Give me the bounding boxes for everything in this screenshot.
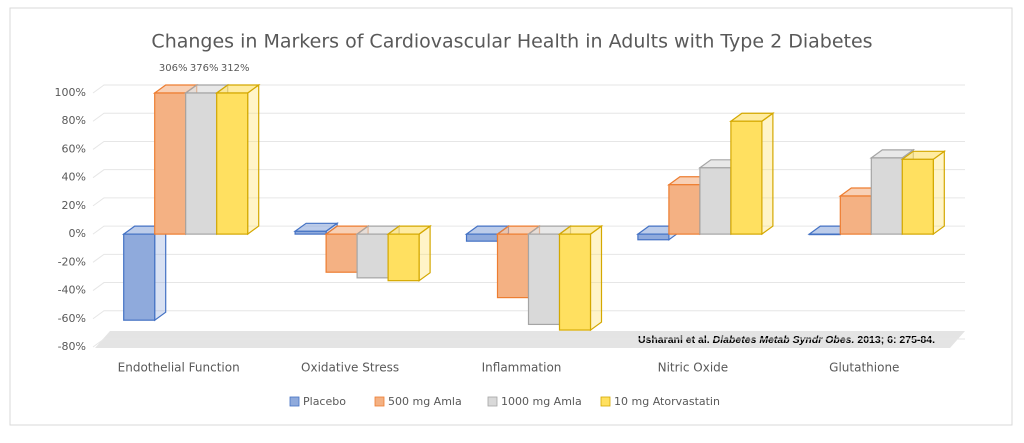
y-tick-label: 40% [62,171,86,184]
x-tick-label: Nitric Oxide [658,361,729,375]
bar [185,92,218,235]
bar [216,92,249,235]
bar [294,230,327,235]
bar [839,195,872,235]
bar-side [247,83,260,236]
bar [123,233,156,321]
x-tick-label: Glutathione [829,361,899,375]
annotation-citation: 2013; 6: 275-84. [857,334,935,346]
y-tick-label: 100% [55,86,86,99]
y-tick-label: -20% [58,255,86,268]
annotation-journal: Diabetes Metab Syndr Obes. [713,334,855,346]
grid-line [92,112,965,122]
legend-label: Placebo [303,395,346,408]
x-tick-label: Inflammation [482,361,562,375]
value-label: 376% [190,63,219,74]
bar [668,184,701,235]
y-tick-label: 0% [69,227,86,240]
y-tick-label: 60% [62,142,86,155]
y-tick-label: -40% [58,284,86,297]
grid-line [92,282,965,291]
grid-line [92,338,965,348]
bar [496,233,530,299]
value-label: 312% [221,63,250,74]
grid-line [92,169,965,179]
y-tick-label: -60% [58,312,86,325]
legend-label: 500 mg Amla [388,395,462,408]
bar [527,233,561,326]
bar-side [589,224,603,332]
bar [901,158,934,235]
grid-line [92,140,965,150]
bar-side [154,224,167,322]
x-tick-label: Endothelial Function [118,361,240,375]
value-label: 306% [159,63,188,74]
grid-line [92,84,965,94]
grid-line [92,253,965,263]
bar [808,233,841,236]
bar [154,92,187,235]
legend-swatch [289,396,300,407]
bar [637,233,670,241]
bar [387,233,420,282]
x-tick-label: Oxidative Stress [301,361,399,375]
legend-swatch [487,396,498,407]
grid-line [92,310,965,320]
chart-title: Changes in Markers of Cardiovascular Hea… [151,31,872,53]
y-tick-label: 20% [62,199,86,212]
legend-label: 1000 mg Amla [501,395,582,408]
bar-side [418,224,431,282]
legend-swatch [600,396,611,407]
legend-label: 10 mg Atorvastatin [614,395,720,408]
bar [730,120,763,235]
y-tick-label: 80% [62,114,86,127]
bar [325,233,358,273]
bar-side [932,150,945,236]
bar [356,233,389,279]
bar [870,157,903,235]
bar [699,167,732,235]
bar [558,233,592,331]
y-tick-label: -80% [58,340,86,353]
annotation-author: Usharani et al. [638,334,710,346]
bar [465,233,499,242]
annotation: Usharani et al. Diabetes Metab Syndr Obe… [638,334,935,346]
bar-side [761,112,774,236]
legend-swatch [374,396,385,407]
